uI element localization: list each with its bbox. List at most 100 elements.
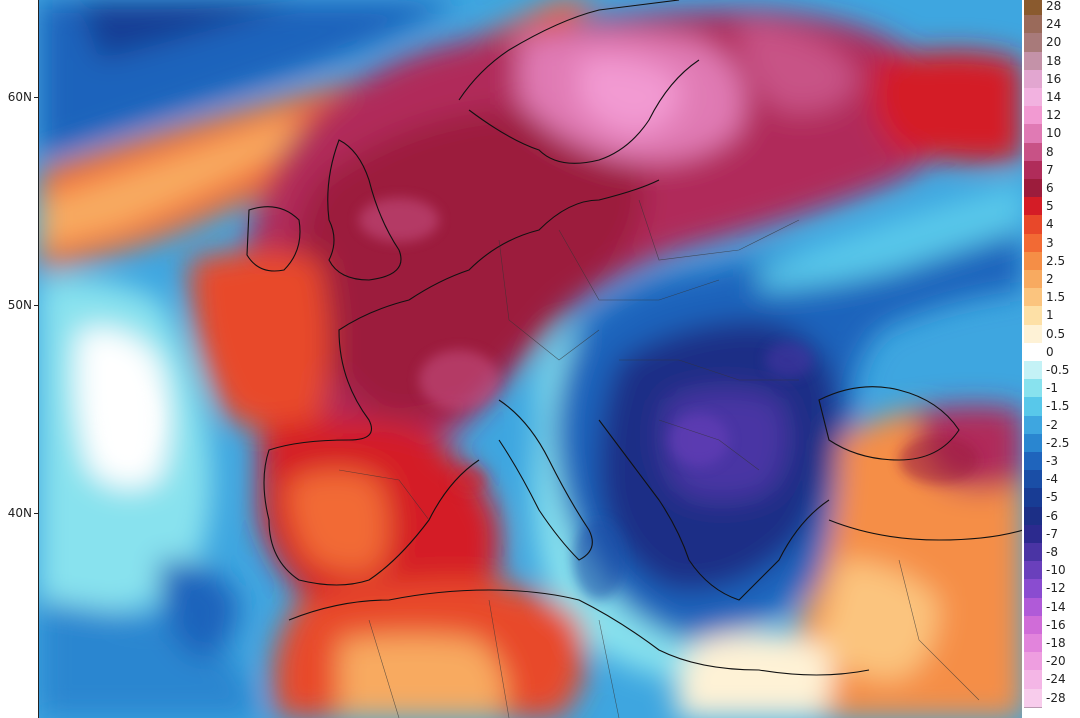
legend-swatch bbox=[1024, 0, 1042, 17]
latitude-label: 40N bbox=[7, 506, 32, 520]
legend-swatch bbox=[1024, 15, 1042, 35]
legend-row: -1 bbox=[1022, 379, 1080, 399]
legend-label: -20 bbox=[1046, 654, 1066, 669]
legend-row: -5 bbox=[1022, 488, 1080, 508]
legend-row: -3 bbox=[1022, 452, 1080, 472]
legend-swatch bbox=[1024, 524, 1042, 544]
legend-swatch bbox=[1024, 652, 1042, 672]
legend-swatch bbox=[1024, 597, 1042, 617]
legend-row: 12 bbox=[1022, 106, 1080, 126]
legend-row: -18 bbox=[1022, 634, 1080, 654]
legend-label: -6 bbox=[1046, 508, 1058, 523]
legend-label: 1 bbox=[1046, 308, 1054, 323]
legend-label: 24 bbox=[1046, 17, 1062, 32]
legend-label: 28 bbox=[1046, 0, 1062, 14]
legend-row: 18 bbox=[1022, 51, 1080, 71]
legend-swatch bbox=[1024, 160, 1042, 180]
legend-row: 5 bbox=[1022, 197, 1080, 217]
legend-swatch bbox=[1024, 288, 1042, 308]
legend-label: 4 bbox=[1046, 217, 1054, 232]
color-legend: 28 24 20 18 16 14 12 10 8 7 6 5 4 3 2.5 2 1.5 1 0.5 0 -0.5 -1… bbox=[1022, 0, 1080, 718]
legend-label: -10 bbox=[1046, 563, 1066, 578]
legend-swatch bbox=[1024, 543, 1042, 563]
legend-row: 24 bbox=[1022, 15, 1080, 35]
legend-swatch bbox=[1024, 579, 1042, 599]
legend-row: -8 bbox=[1022, 543, 1080, 563]
legend-swatch bbox=[1024, 270, 1042, 290]
legend-row: 3 bbox=[1022, 233, 1080, 253]
legend-label: -4 bbox=[1046, 472, 1058, 487]
legend-row: 14 bbox=[1022, 88, 1080, 108]
legend-swatch bbox=[1024, 397, 1042, 417]
legend-swatch bbox=[1024, 342, 1042, 362]
legend-label: -1 bbox=[1046, 381, 1058, 396]
legend-row: 20 bbox=[1022, 33, 1080, 53]
legend-row: 16 bbox=[1022, 69, 1080, 89]
legend-swatch bbox=[1024, 197, 1042, 217]
legend-swatch bbox=[1024, 33, 1042, 53]
legend-swatch bbox=[1024, 634, 1042, 654]
legend-row: -6 bbox=[1022, 506, 1080, 526]
legend-swatch bbox=[1024, 306, 1042, 326]
latitude-tick bbox=[34, 305, 38, 306]
legend-label: -2 bbox=[1046, 417, 1058, 432]
legend-row: 28 bbox=[1022, 0, 1080, 17]
legend-label: 0 bbox=[1046, 344, 1054, 359]
legend-label: 2.5 bbox=[1046, 253, 1066, 268]
legend-label: -0.5 bbox=[1046, 363, 1070, 378]
legend-swatch bbox=[1024, 670, 1042, 690]
legend-row: -10 bbox=[1022, 561, 1080, 581]
legend-row: -2.5 bbox=[1022, 433, 1080, 453]
legend-swatch bbox=[1024, 688, 1042, 708]
legend-label: 6 bbox=[1046, 181, 1054, 196]
legend-label: 18 bbox=[1046, 53, 1062, 68]
legend-row: -7 bbox=[1022, 524, 1080, 544]
legend-swatch bbox=[1024, 324, 1042, 344]
legend-row: 2 bbox=[1022, 270, 1080, 290]
legend-swatch bbox=[1024, 470, 1042, 490]
legend-label: 20 bbox=[1046, 35, 1062, 50]
legend-label: -2.5 bbox=[1046, 435, 1070, 450]
legend-row: -14 bbox=[1022, 597, 1080, 617]
legend-swatch bbox=[1024, 361, 1042, 381]
legend-swatch bbox=[1024, 379, 1042, 399]
legend-label: 12 bbox=[1046, 108, 1062, 123]
legend-row: 6 bbox=[1022, 179, 1080, 199]
legend-swatch bbox=[1024, 415, 1042, 435]
legend-label: 7 bbox=[1046, 162, 1054, 177]
anomaly-map[interactable] bbox=[38, 0, 1023, 718]
legend-label: 5 bbox=[1046, 199, 1054, 214]
legend-swatch bbox=[1024, 506, 1042, 526]
legend-row: -0.5 bbox=[1022, 361, 1080, 381]
legend-row: 10 bbox=[1022, 124, 1080, 144]
borders bbox=[338, 199, 980, 718]
legend-row: 2.5 bbox=[1022, 251, 1080, 271]
map-canvas bbox=[39, 0, 1023, 718]
latitude-tick bbox=[34, 97, 38, 98]
legend-row: 4 bbox=[1022, 215, 1080, 235]
latitude-tick bbox=[34, 513, 38, 514]
legend-row: 0.5 bbox=[1022, 324, 1080, 344]
legend-label: -12 bbox=[1046, 581, 1066, 596]
legend-swatch bbox=[1024, 215, 1042, 235]
legend-label: 14 bbox=[1046, 90, 1062, 105]
legend-row: -20 bbox=[1022, 652, 1080, 672]
legend-row: 1 bbox=[1022, 306, 1080, 326]
legend-row: -1.5 bbox=[1022, 397, 1080, 417]
legend-swatch bbox=[1024, 124, 1042, 144]
legend-swatch bbox=[1024, 433, 1042, 453]
legend-label: -3 bbox=[1046, 454, 1058, 469]
legend-label: 3 bbox=[1046, 235, 1054, 250]
legend-label: -1.5 bbox=[1046, 399, 1070, 414]
field-detail bbox=[99, 198, 979, 600]
legend-row: -2 bbox=[1022, 415, 1080, 435]
coastlines bbox=[246, 0, 1023, 676]
legend-row: 7 bbox=[1022, 160, 1080, 180]
legend-label: -14 bbox=[1046, 599, 1066, 614]
legend-swatch bbox=[1024, 233, 1042, 253]
legend-label: -28 bbox=[1046, 690, 1066, 705]
legend-swatch bbox=[1024, 488, 1042, 508]
legend-label: 0.5 bbox=[1046, 326, 1066, 341]
legend-swatch bbox=[1024, 51, 1042, 71]
legend-row: -28 bbox=[1022, 688, 1080, 708]
